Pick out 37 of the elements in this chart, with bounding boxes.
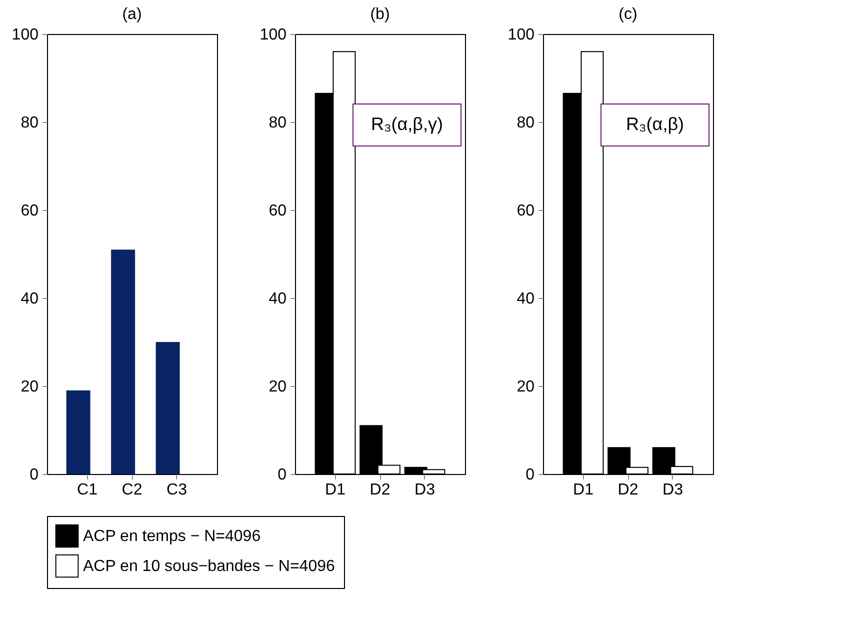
x-tick-label: C2 [122,482,142,498]
bar [66,390,90,474]
chart-title: (b) [370,6,390,23]
y-tick-label: 40 [20,290,39,308]
x-tick-label: D2 [618,482,638,498]
y-tick-label: 40 [268,290,287,308]
annotation: R₃(α,β,γ) [370,114,444,134]
legend-label: ACP en temps − N=4096 [83,528,261,545]
x-tick-label: D1 [573,482,594,498]
y-tick-label: 100 [12,26,39,44]
y-tick-label: 0 [278,466,287,484]
y-tick-label: 20 [516,378,535,396]
y-tick-label: 60 [268,202,287,220]
annotation: R₃(α,β) [626,114,684,134]
x-tick-label: D1 [325,482,346,498]
chart-title: (a) [122,6,142,23]
x-tick-label: C3 [166,482,188,498]
y-tick-label: 80 [516,114,535,132]
y-tick-label: 100 [508,26,535,44]
y-tick-label: 20 [20,378,39,396]
y-tick-label: 100 [260,26,287,44]
x-tick-label: D3 [414,482,436,498]
y-tick-label: 0 [30,466,39,484]
bar [156,342,180,474]
chart-title: (c) [618,6,638,23]
y-tick-label: 40 [516,290,535,308]
y-tick-label: 60 [516,202,535,220]
y-tick-label: 60 [20,202,39,220]
y-tick-label: 0 [526,466,535,484]
bar [111,250,136,474]
y-tick-label: 20 [268,378,287,396]
y-tick-label: 80 [268,114,287,132]
legend-label: ACP en 10 sous−bandes − N=4096 [83,558,335,575]
x-tick-label: D2 [370,482,390,498]
x-tick-label: C1 [77,482,98,498]
x-tick-label: D3 [662,482,684,498]
y-tick-label: 80 [20,114,39,132]
